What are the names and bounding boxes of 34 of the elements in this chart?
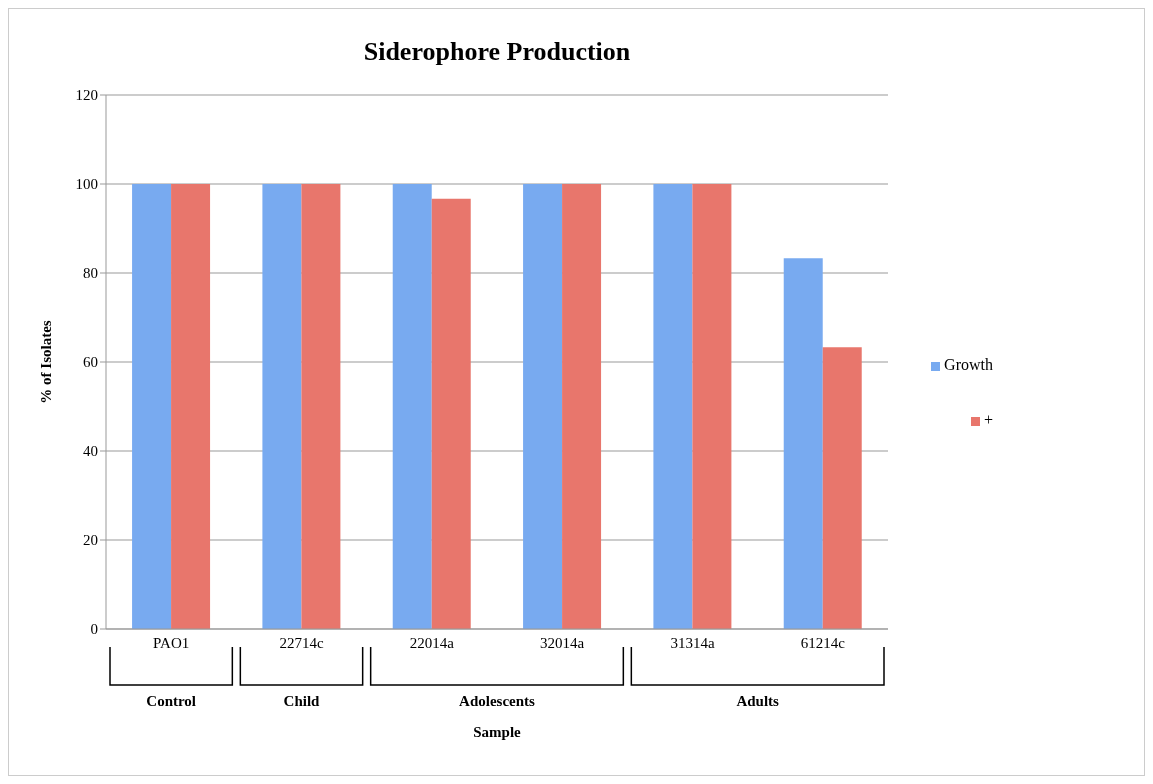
y-tick-label: 0 [90,621,98,638]
x-tick-label: 32014a [540,634,585,651]
chart-title: Siderophore Production [362,37,632,67]
bar [692,184,732,629]
x-axis-title: Sample [473,724,522,740]
bar [392,184,432,629]
bar [523,184,563,629]
y-tick-label: 60 [83,354,98,371]
bar [132,184,172,629]
y-tick-label: 80 [83,265,98,282]
bar [171,184,211,629]
x-tick-label: 22714c [279,634,324,651]
text: Adults [736,693,780,709]
text: Control [146,693,197,709]
text: Child [283,693,321,709]
bar [783,258,823,629]
y-tick-label: 20 [83,532,98,549]
y-tick-label: 100 [75,176,98,193]
y-tick-label: 120 [75,87,98,104]
legend-label: Growth [944,356,993,373]
x-tick-label: PAO1 [153,634,190,651]
x-tick-label: 22014a [409,634,455,651]
legend-label: + [983,411,993,428]
bar [562,184,602,629]
x-tick-label: 61214c [800,634,846,651]
bar [822,347,862,629]
bar [262,184,302,629]
bar [653,184,693,629]
x-tick-label: 31314a [670,634,715,651]
bar [431,198,471,629]
text: Adolescents [459,693,536,709]
y-axis-title: % of Isolates [38,320,55,404]
bar [301,184,341,629]
y-tick-label: 40 [83,443,98,460]
